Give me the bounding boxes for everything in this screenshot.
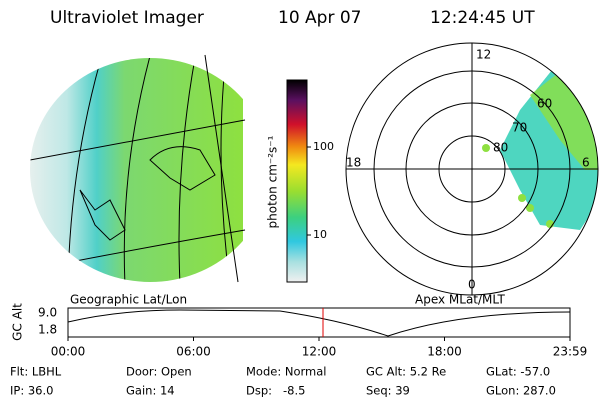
altitude-curve: [67, 309, 571, 337]
colorbar-tick-label: 10: [313, 228, 327, 241]
info-field: IP: 36.0: [10, 384, 53, 398]
lat-label: 80: [493, 141, 508, 155]
y-tick-label: 9.0: [38, 306, 57, 320]
info-field: Seq: 39: [366, 384, 410, 398]
date: 10 Apr 07: [278, 8, 361, 28]
mlt-label: 6: [582, 156, 590, 170]
info-field: Dsp: -8.5: [246, 384, 305, 398]
info-field: Gain: 14: [126, 384, 175, 398]
x-tick-label: 18:00: [427, 345, 462, 359]
info-field: GC Alt: 5.2 Re: [366, 365, 446, 379]
polar-label: Apex MLat/MLT: [415, 293, 505, 307]
x-tick-label: 06:00: [176, 345, 211, 359]
time: 12:24:45 UT: [430, 8, 535, 28]
altitude-axis-label: GC Alt: [11, 303, 25, 341]
title: Ultraviolet Imager: [50, 8, 204, 28]
mlt-label: 0: [468, 278, 476, 292]
altitude-frame: [67, 307, 571, 338]
lat-label: 60: [537, 97, 552, 111]
colorbar: [286, 79, 308, 283]
x-tick-label: 23:59: [553, 345, 588, 359]
info-field: Door: Open: [126, 365, 192, 379]
info-field: Mode: Normal: [246, 365, 326, 379]
x-tick-label: 00:00: [51, 345, 86, 359]
lat-label: 70: [512, 121, 527, 135]
info-field: Flt: LBHL: [10, 365, 62, 379]
geographic-image: [30, 54, 246, 283]
mlt-label: 18: [346, 156, 361, 170]
x-tick-label: 12:00: [302, 345, 337, 359]
mlt-label: 12: [476, 48, 491, 62]
info-field: GLat: -57.0: [486, 365, 550, 379]
geographic-label: Geographic Lat/Lon: [70, 293, 187, 307]
colorbar-tick-label: 100: [313, 140, 334, 153]
colorbar-label: photon cm⁻²s⁻¹: [266, 135, 280, 228]
polar-image: [345, 42, 599, 296]
y-tick-label: 1.8: [38, 323, 57, 337]
info-field: GLon: 287.0: [486, 384, 556, 398]
